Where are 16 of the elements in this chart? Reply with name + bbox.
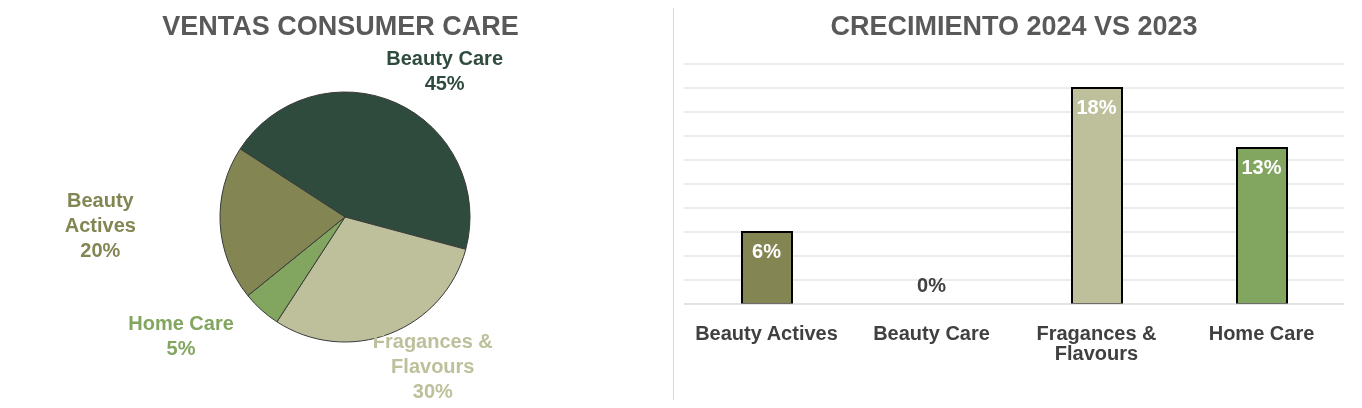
- x-tick-label: Home Care: [1208, 322, 1315, 345]
- data-label: 18%: [1076, 96, 1117, 119]
- x-tick-label: Beauty Actives: [695, 322, 838, 345]
- data-label: 6%: [752, 240, 782, 263]
- data-label: 20%: [80, 239, 121, 262]
- slice-label: Beauty Care: [386, 47, 504, 70]
- chart-title: VENTAS CONSUMER CARE: [161, 10, 520, 43]
- data-label: 5%: [166, 337, 196, 360]
- slice-label: Beauty Actives: [64, 189, 136, 237]
- x-tick-label: Fragances & Flavours: [1036, 322, 1157, 365]
- x-tick-label: Beauty Care: [873, 322, 990, 345]
- data-label: 30%: [412, 380, 454, 403]
- data-label: 0%: [917, 274, 947, 296]
- chart-title: CRECIMIENTO 2024 VS 2023: [829, 10, 1199, 43]
- data-label: 13%: [1241, 156, 1282, 179]
- data-label: 45%: [424, 72, 465, 95]
